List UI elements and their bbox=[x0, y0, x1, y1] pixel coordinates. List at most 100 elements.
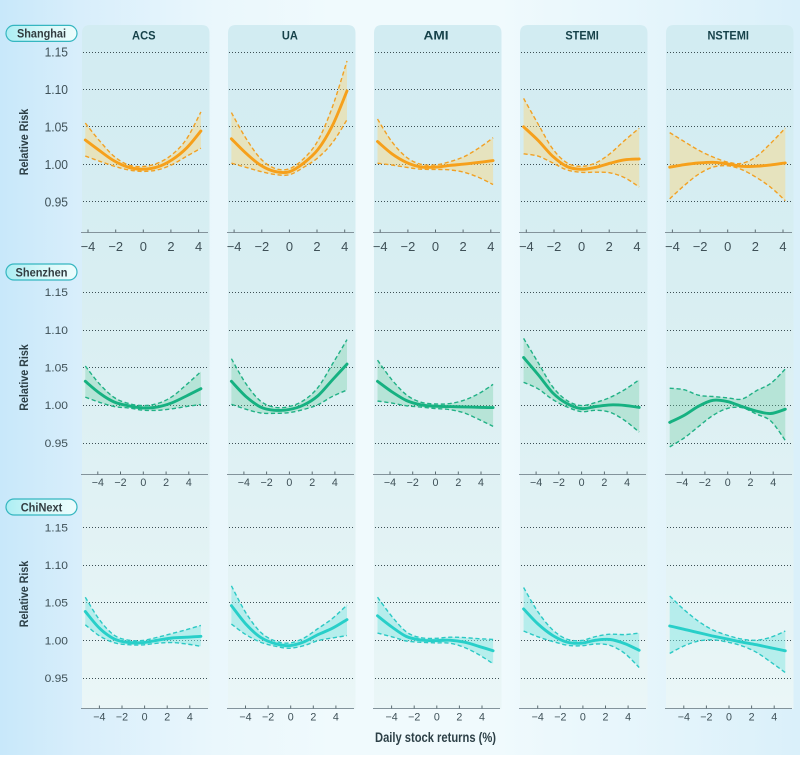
svg-text:−2: −2 bbox=[108, 239, 123, 254]
svg-text:4: 4 bbox=[625, 712, 631, 724]
svg-text:−4: −4 bbox=[238, 477, 250, 489]
svg-text:2: 2 bbox=[310, 712, 316, 724]
svg-text:0: 0 bbox=[726, 712, 732, 724]
svg-text:−4: −4 bbox=[227, 239, 242, 254]
svg-text:STEMI: STEMI bbox=[565, 29, 599, 43]
svg-text:1.05: 1.05 bbox=[45, 119, 68, 134]
svg-text:Shenzhen: Shenzhen bbox=[16, 265, 68, 279]
svg-text:0: 0 bbox=[432, 239, 439, 254]
svg-text:1.15: 1.15 bbox=[45, 45, 68, 60]
svg-text:4: 4 bbox=[195, 239, 202, 254]
svg-text:2: 2 bbox=[167, 239, 174, 254]
svg-text:−4: −4 bbox=[81, 239, 96, 254]
svg-text:2: 2 bbox=[752, 239, 759, 254]
svg-text:−2: −2 bbox=[693, 239, 708, 254]
svg-text:−2: −2 bbox=[114, 477, 126, 489]
svg-text:2: 2 bbox=[309, 477, 315, 489]
svg-text:−4: −4 bbox=[519, 239, 534, 254]
svg-text:−4: −4 bbox=[386, 712, 398, 724]
svg-text:−4: −4 bbox=[384, 477, 396, 489]
svg-text:2: 2 bbox=[456, 712, 462, 724]
svg-text:0: 0 bbox=[434, 712, 440, 724]
svg-text:2: 2 bbox=[606, 239, 613, 254]
svg-text:ACS: ACS bbox=[132, 29, 156, 43]
svg-text:0: 0 bbox=[724, 239, 731, 254]
svg-text:−4: −4 bbox=[532, 712, 544, 724]
svg-text:−4: −4 bbox=[678, 712, 690, 724]
svg-text:−4: −4 bbox=[239, 712, 251, 724]
svg-text:0: 0 bbox=[288, 712, 294, 724]
svg-text:0.95: 0.95 bbox=[45, 673, 68, 685]
svg-text:Relative Risk: Relative Risk bbox=[17, 344, 31, 411]
svg-text:4: 4 bbox=[478, 477, 484, 489]
svg-text:1.10: 1.10 bbox=[45, 560, 68, 572]
svg-text:4: 4 bbox=[633, 239, 640, 254]
svg-text:4: 4 bbox=[779, 239, 786, 254]
svg-text:0: 0 bbox=[578, 239, 585, 254]
svg-text:−2: −2 bbox=[407, 477, 419, 489]
svg-text:Relative Risk: Relative Risk bbox=[17, 109, 31, 176]
svg-text:Shanghai: Shanghai bbox=[17, 27, 66, 41]
svg-text:0.95: 0.95 bbox=[45, 194, 68, 209]
svg-text:0: 0 bbox=[433, 477, 439, 489]
svg-text:UA: UA bbox=[282, 29, 298, 43]
svg-text:−4: −4 bbox=[676, 477, 688, 489]
svg-text:−2: −2 bbox=[547, 239, 562, 254]
svg-text:−2: −2 bbox=[554, 712, 566, 724]
svg-text:2: 2 bbox=[163, 477, 169, 489]
svg-text:4: 4 bbox=[487, 239, 494, 254]
svg-text:Daily stock returns (%): Daily stock returns (%) bbox=[375, 729, 496, 745]
svg-text:1.15: 1.15 bbox=[45, 522, 68, 534]
svg-text:2: 2 bbox=[164, 712, 170, 724]
svg-text:1.05: 1.05 bbox=[45, 363, 68, 375]
svg-text:0: 0 bbox=[286, 239, 293, 254]
svg-text:1.00: 1.00 bbox=[45, 635, 68, 647]
svg-text:−2: −2 bbox=[699, 477, 711, 489]
svg-text:2: 2 bbox=[603, 712, 609, 724]
svg-text:−2: −2 bbox=[262, 712, 274, 724]
svg-text:−2: −2 bbox=[254, 239, 269, 254]
svg-text:−2: −2 bbox=[116, 712, 128, 724]
svg-text:0: 0 bbox=[286, 477, 292, 489]
svg-text:ChiNext: ChiNext bbox=[21, 500, 63, 514]
svg-text:2: 2 bbox=[748, 477, 754, 489]
svg-text:−2: −2 bbox=[408, 712, 420, 724]
svg-text:0: 0 bbox=[142, 712, 148, 724]
svg-text:2: 2 bbox=[313, 239, 320, 254]
svg-text:4: 4 bbox=[479, 712, 485, 724]
svg-text:0.95: 0.95 bbox=[45, 438, 68, 450]
svg-text:4: 4 bbox=[770, 477, 776, 489]
svg-text:4: 4 bbox=[187, 712, 193, 724]
svg-text:2: 2 bbox=[601, 477, 607, 489]
svg-text:Relative Risk: Relative Risk bbox=[17, 561, 31, 628]
svg-text:2: 2 bbox=[455, 477, 461, 489]
svg-text:0: 0 bbox=[725, 477, 731, 489]
svg-text:1.15: 1.15 bbox=[45, 287, 68, 299]
svg-text:−4: −4 bbox=[93, 712, 105, 724]
svg-text:−4: −4 bbox=[92, 477, 104, 489]
svg-text:−2: −2 bbox=[553, 477, 565, 489]
svg-text:0: 0 bbox=[140, 477, 146, 489]
svg-text:1.10: 1.10 bbox=[45, 82, 68, 97]
svg-text:−4: −4 bbox=[530, 477, 542, 489]
svg-text:AMI: AMI bbox=[424, 29, 449, 43]
svg-text:2: 2 bbox=[460, 239, 467, 254]
svg-text:4: 4 bbox=[186, 477, 192, 489]
svg-text:1.05: 1.05 bbox=[45, 598, 68, 610]
svg-text:−2: −2 bbox=[700, 712, 712, 724]
svg-text:0: 0 bbox=[580, 712, 586, 724]
svg-text:−2: −2 bbox=[401, 239, 416, 254]
svg-text:0: 0 bbox=[140, 239, 147, 254]
svg-text:4: 4 bbox=[333, 712, 339, 724]
svg-text:−2: −2 bbox=[261, 477, 273, 489]
svg-text:1.00: 1.00 bbox=[45, 157, 68, 172]
svg-text:4: 4 bbox=[624, 477, 630, 489]
svg-text:0: 0 bbox=[579, 477, 585, 489]
svg-text:NSTEMI: NSTEMI bbox=[707, 29, 749, 43]
svg-text:4: 4 bbox=[332, 477, 338, 489]
svg-text:−4: −4 bbox=[373, 239, 388, 254]
svg-text:4: 4 bbox=[771, 712, 777, 724]
svg-text:2: 2 bbox=[749, 712, 755, 724]
svg-text:1.00: 1.00 bbox=[45, 400, 68, 412]
svg-text:1.10: 1.10 bbox=[45, 325, 68, 337]
